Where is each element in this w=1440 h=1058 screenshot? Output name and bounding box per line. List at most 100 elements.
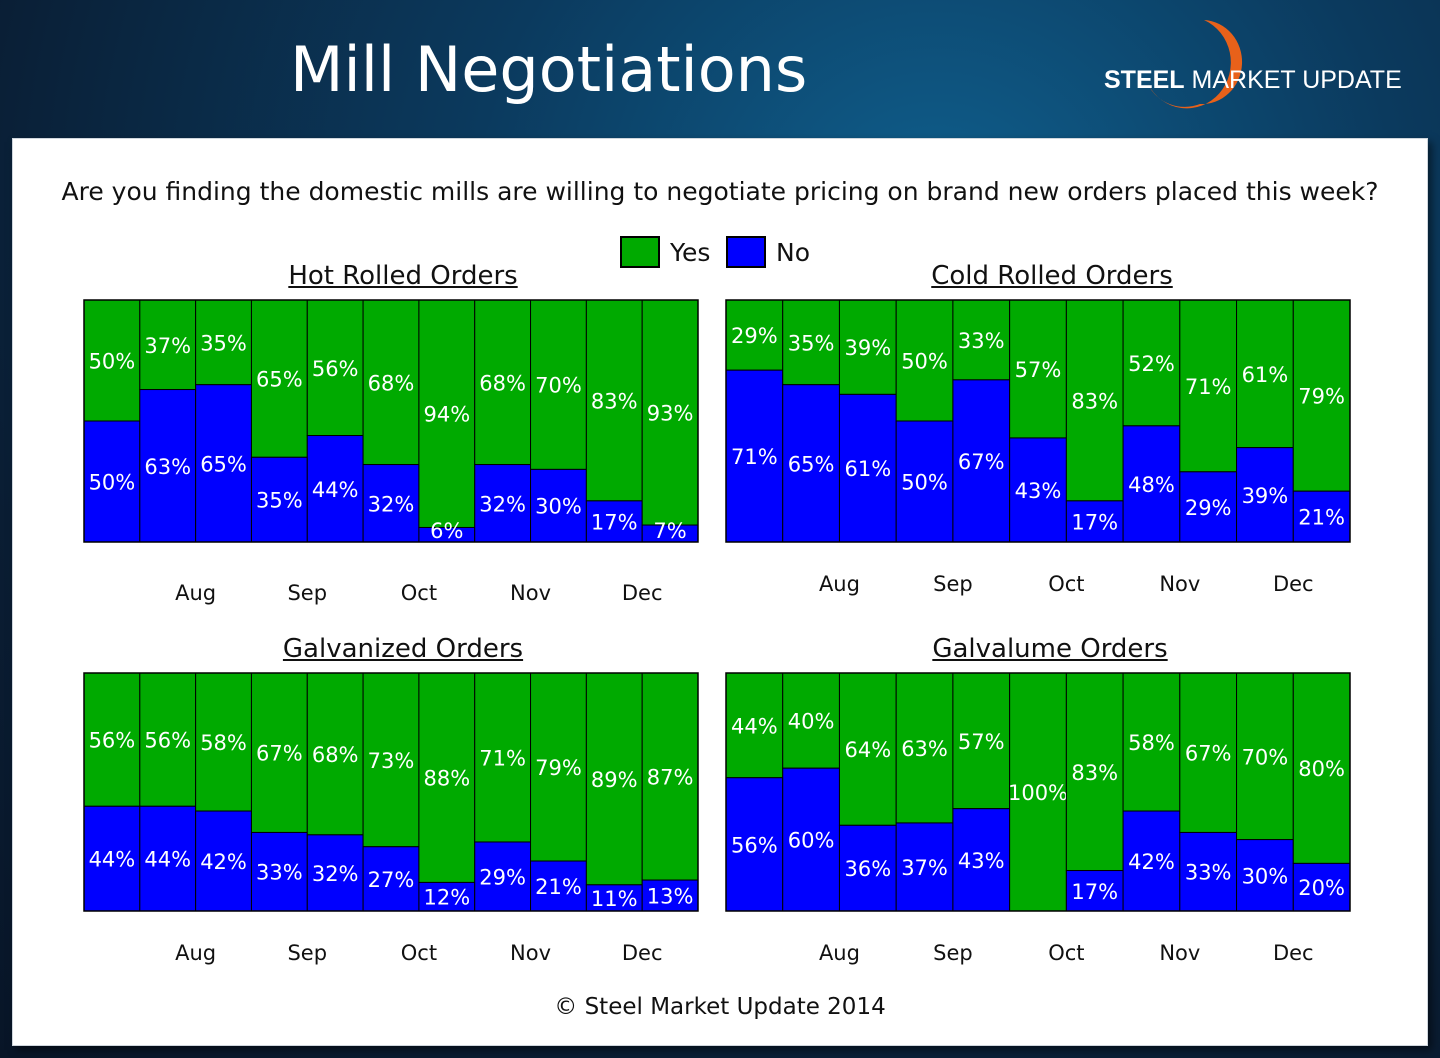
survey-question: Are you finding the domestic mills are w… [61, 177, 1379, 206]
chart-title-galvalume: Galvalume Orders [932, 634, 1168, 664]
data-label-no: 32% [479, 492, 526, 516]
data-label-yes: 58% [1128, 731, 1175, 755]
data-label-yes: 71% [479, 746, 526, 770]
bar-no [83, 420, 141, 543]
data-label-yes: 37% [144, 334, 191, 358]
data-label-no: 35% [256, 489, 303, 513]
bar-yes [195, 672, 252, 812]
data-label-yes: 52% [1128, 352, 1175, 376]
data-label-yes: 67% [256, 742, 303, 766]
data-label-yes: 73% [368, 749, 415, 773]
data-label-yes: 50% [901, 350, 948, 374]
bar-no [1292, 862, 1351, 912]
data-label-no: 65% [788, 452, 835, 476]
plot-frame [725, 299, 1351, 543]
data-label-yes: 83% [1071, 389, 1118, 413]
chart-galvanized: 56% 44% 56% 44% 58% 42% 67% 33% 68% 32% 73% 27% 88% 1… [83, 672, 699, 965]
bar-yes [952, 299, 1011, 381]
bar-no [83, 805, 141, 912]
data-label-no: 60% [788, 829, 835, 853]
month-label: Oct [401, 941, 437, 965]
data-label-yes: 88% [423, 767, 470, 791]
data-label-no: 37% [901, 856, 948, 880]
month-label: Dec [622, 941, 663, 965]
data-label-yes: 50% [89, 350, 136, 374]
data-label-no: 63% [144, 455, 191, 479]
month-label: Nov [510, 941, 551, 965]
data-label-yes: 64% [844, 738, 891, 762]
data-label-no: 65% [200, 452, 247, 476]
month-label: Nov [510, 581, 551, 605]
bar-yes [139, 299, 197, 391]
bar-yes [895, 672, 954, 824]
data-label-no: 21% [535, 875, 582, 899]
data-label-yes: 70% [1242, 745, 1289, 769]
bar-no [782, 384, 840, 543]
bar-yes [952, 672, 1011, 810]
data-label-no: 33% [1185, 861, 1232, 885]
bar-no [418, 881, 476, 912]
legend-label-no: No [776, 238, 810, 267]
bar-yes [250, 299, 308, 458]
bar-no [725, 369, 784, 543]
bar-no [139, 389, 197, 543]
bar-yes [362, 672, 420, 848]
bar-yes [250, 672, 308, 833]
data-label-yes: 68% [312, 743, 359, 767]
chart-title-cold-rolled: Cold Rolled Orders [931, 261, 1173, 291]
data-label-no: 56% [731, 833, 778, 857]
chart-cold-rolled: 29% 71% 35% 65% 39% 61% 50% 50% 33% 67% 57% 43% 83% 1… [725, 299, 1351, 596]
data-label-no: 6% [430, 519, 463, 543]
month-label: Aug [175, 581, 216, 605]
logo: STEEL MARKET UPDATE [1100, 16, 1435, 116]
data-label-yes: 56% [89, 729, 136, 753]
data-label-yes: 57% [1015, 358, 1062, 382]
bar-yes [195, 299, 252, 386]
chart-galvalume: 44% 56% 40% 60% 64% 36% 63% 37% 57% 43% 100%83% 17%… [725, 672, 1351, 965]
data-label-yes: 68% [368, 371, 415, 395]
month-label: Nov [1159, 941, 1200, 965]
month-label: Aug [175, 941, 216, 965]
data-label-no: 20% [1298, 876, 1345, 900]
bar-no [195, 810, 252, 912]
legend-label-yes: Yes [670, 238, 711, 267]
month-label: Oct [1048, 941, 1084, 965]
bar-no [782, 767, 840, 912]
data-label-no: 42% [200, 850, 247, 874]
data-label-no: 33% [256, 861, 303, 885]
data-label-yes: 67% [1185, 742, 1232, 766]
data-label-yes: 70% [535, 374, 582, 398]
bar-no [1122, 810, 1181, 912]
data-label-yes: 89% [591, 768, 638, 792]
plot-frame [83, 672, 699, 912]
data-label-yes: 93% [647, 402, 694, 426]
bar-no [250, 456, 308, 543]
data-label-no: 50% [89, 471, 136, 495]
data-label-no: 17% [1071, 510, 1118, 534]
bar-yes [474, 299, 532, 466]
month-label: Oct [401, 581, 437, 605]
data-label-no: 42% [1128, 850, 1175, 874]
logo-text-bold: STEEL [1104, 66, 1185, 94]
data-label-no: 43% [1015, 479, 1062, 503]
plot-frame [83, 299, 699, 543]
data-label-yes: 33% [958, 329, 1005, 353]
month-label: Sep [933, 572, 973, 596]
bar-no [1236, 839, 1294, 912]
data-label-yes: 83% [1071, 761, 1118, 785]
data-label-no: 29% [1185, 496, 1232, 520]
data-label-no: 32% [312, 862, 359, 886]
bar-no [250, 831, 308, 912]
data-label-yes: 57% [958, 730, 1005, 754]
data-label-yes: 35% [788, 331, 835, 355]
data-label-yes: 79% [535, 756, 582, 780]
data-label-yes: 29% [731, 324, 778, 348]
bar-no [1179, 831, 1238, 912]
bar-no [306, 834, 364, 912]
bar-yes [725, 299, 784, 371]
data-label-yes: 80% [1298, 757, 1345, 781]
legend-swatch-yes [620, 236, 660, 268]
bar-yes [139, 672, 197, 807]
month-label: Oct [1048, 572, 1084, 596]
plot-frame [725, 672, 1351, 912]
